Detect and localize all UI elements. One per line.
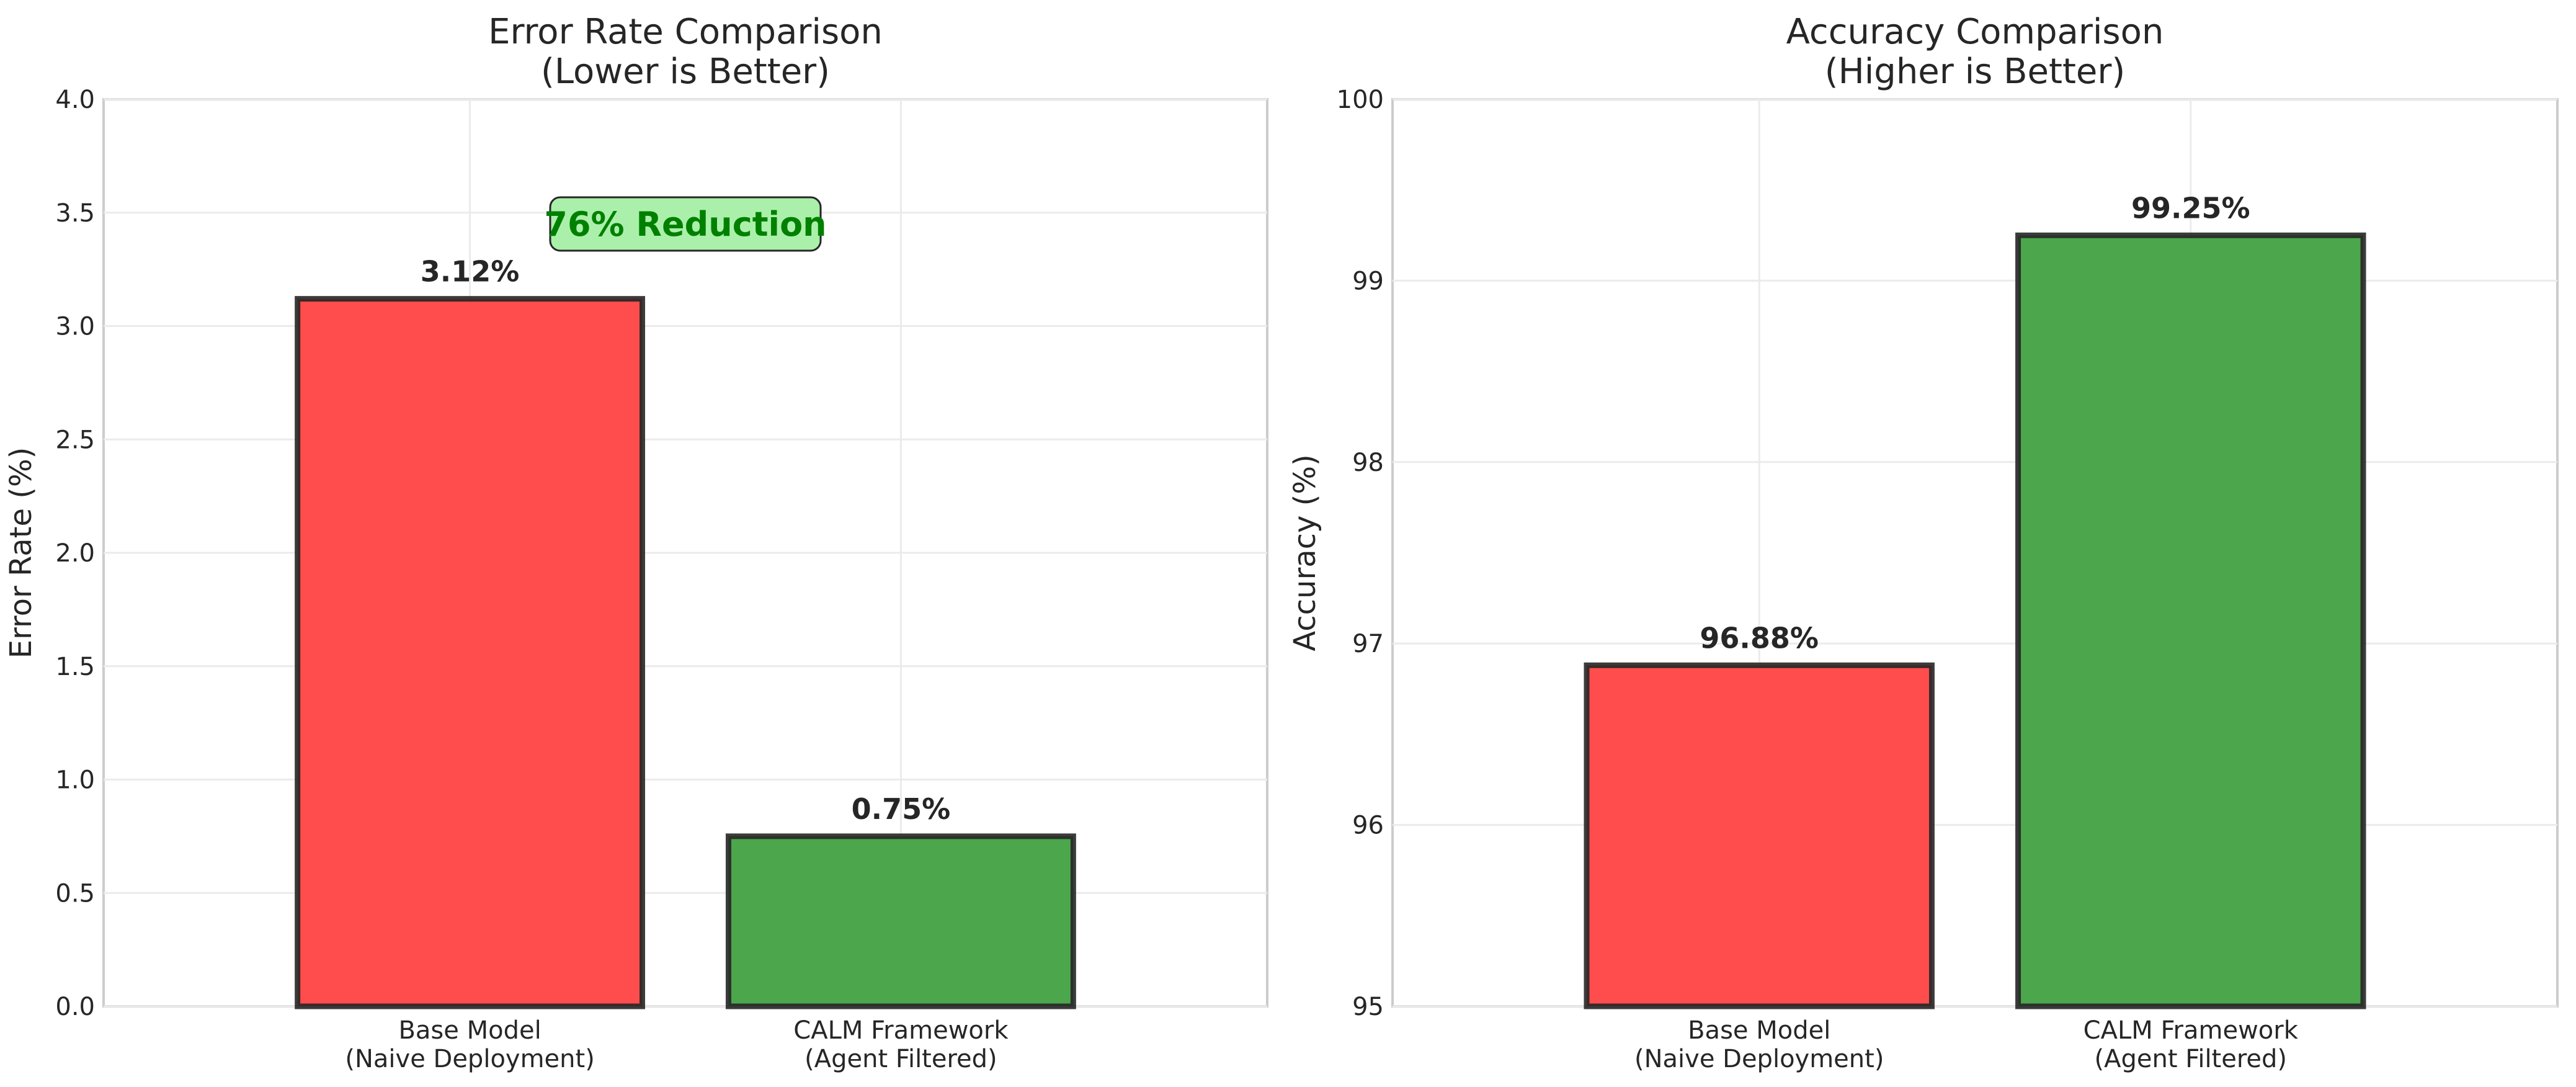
x-tick-label-line: (Agent Filtered) xyxy=(804,1045,997,1073)
y-tick-label: 2.5 xyxy=(55,426,95,454)
accuracy-chart: 95 96 97 98 99 100 96.88% Base Model (Naive Depl… xyxy=(1288,12,2559,1073)
y-tick-label: 0.5 xyxy=(55,879,95,908)
bar xyxy=(1584,662,1935,1009)
bar-value-label: 3.12% xyxy=(421,255,520,289)
chart-title-line: Error Rate Comparison xyxy=(488,12,883,52)
x-tick-label: Base Model (Naive Deployment) xyxy=(1634,1016,1884,1073)
chart-title: Error Rate Comparison (Lower is Better) xyxy=(488,12,883,92)
x-tick-label: Base Model (Naive Deployment) xyxy=(345,1016,594,1073)
chart-title-line: (Higher is Better) xyxy=(1825,51,2125,92)
y-axis-label: Error Rate (%) xyxy=(4,447,38,659)
bar-value-label: 99.25% xyxy=(2131,191,2250,225)
bar-value-label: 96.88% xyxy=(1700,621,1819,655)
y-tick-label: 3.0 xyxy=(55,313,95,341)
chart-title-line: (Lower is Better) xyxy=(541,51,830,92)
chart-title-line: Accuracy Comparison xyxy=(1786,12,2164,52)
chart-title: Accuracy Comparison (Higher is Better) xyxy=(1786,12,2164,92)
bar xyxy=(2015,232,2366,1009)
x-tick-label-line: Base Model xyxy=(1688,1016,1830,1045)
x-tick-label: CALM Framework (Agent Filtered) xyxy=(793,1016,1009,1073)
y-axis-label: Accuracy (%) xyxy=(1288,454,1322,651)
plot-area xyxy=(1391,98,2559,1008)
x-tick-label-line: (Naive Deployment) xyxy=(1634,1045,1884,1073)
x-tick-label-line: CALM Framework xyxy=(2084,1016,2299,1045)
x-tick-label: CALM Framework (Agent Filtered) xyxy=(2084,1016,2299,1073)
bar xyxy=(725,833,1076,1009)
x-tick-label-line: CALM Framework xyxy=(793,1016,1009,1045)
y-tick-label: 97 xyxy=(1352,630,1384,658)
annotation-text: 76% Reduction xyxy=(544,205,826,244)
annotation-box xyxy=(549,196,822,252)
y-tick-label: 1.0 xyxy=(55,766,95,795)
y-tick-label: 2.0 xyxy=(55,539,95,568)
y-tick-label: 96 xyxy=(1352,812,1384,840)
x-tick-label-line: Base Model xyxy=(398,1016,541,1045)
bar xyxy=(295,296,646,1009)
y-tick-label: 100 xyxy=(1337,86,1384,114)
y-tick-label: 4.0 xyxy=(55,86,95,114)
y-tick-label: 1.5 xyxy=(55,653,95,681)
y-tick-label: 98 xyxy=(1352,449,1384,477)
y-tick-label: 99 xyxy=(1352,267,1384,295)
y-tick-label: 0.0 xyxy=(55,993,95,1021)
y-tick-label: 95 xyxy=(1352,993,1384,1021)
y-tick-label: 3.5 xyxy=(55,199,95,228)
error-rate-chart: 0.0 0.5 1.0 1.5 2.0 2.5 3.0 3.5 4.0 3.12% Base Mod… xyxy=(4,12,1268,1073)
bar-value-label: 0.75% xyxy=(852,792,951,826)
x-tick-label-line: (Agent Filtered) xyxy=(2095,1045,2288,1073)
x-tick-label-line: (Naive Deployment) xyxy=(345,1045,594,1073)
